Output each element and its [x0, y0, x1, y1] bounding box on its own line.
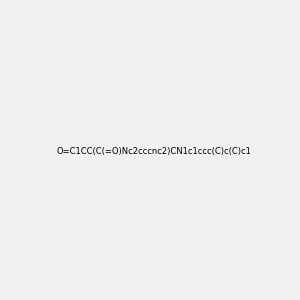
Text: O=C1CC(C(=O)Nc2cccnc2)CN1c1ccc(C)c(C)c1: O=C1CC(C(=O)Nc2cccnc2)CN1c1ccc(C)c(C)c1 — [56, 147, 251, 156]
